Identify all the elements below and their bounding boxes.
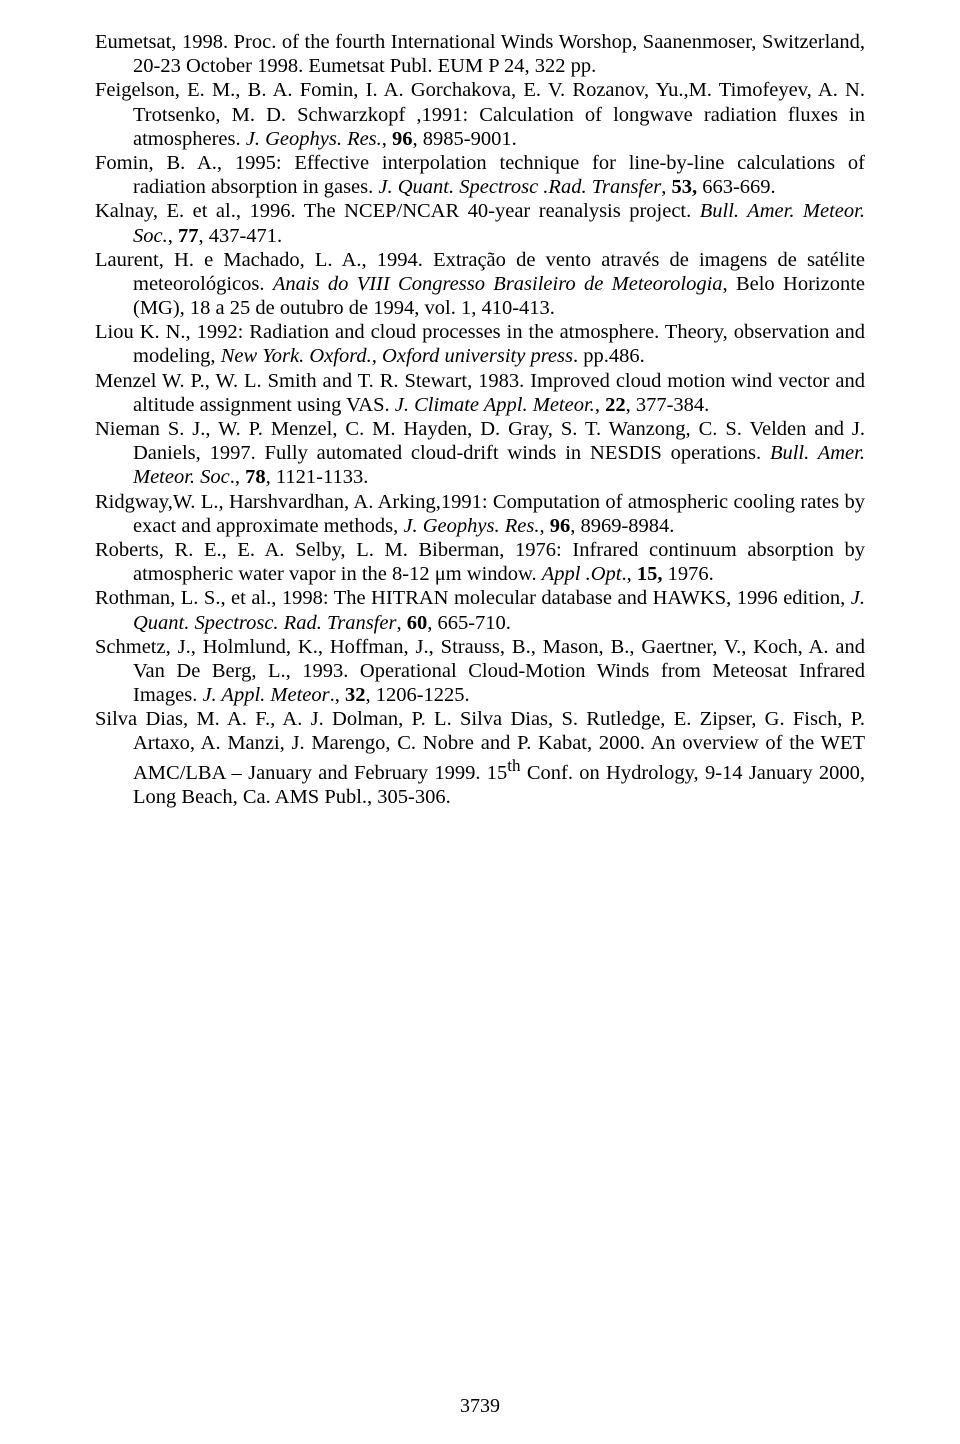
reference-entry: Laurent, H. e Machado, L. A., 1994. Extr… xyxy=(95,248,865,321)
reference-text: 77 xyxy=(178,225,199,247)
reference-text: J. Climate Appl. Meteor. xyxy=(395,394,595,416)
reference-entry: Roberts, R. E., E. A. Selby, L. M. Biber… xyxy=(95,538,865,586)
reference-entry: Liou K. N., 1992: Radiation and cloud pr… xyxy=(95,320,865,368)
reference-text: Anais do VIII Congresso Brasileiro de Me… xyxy=(273,273,723,295)
reference-entry: Silva Dias, M. A. F., A. J. Dolman, P. L… xyxy=(95,707,865,809)
reference-text: Appl .Opt xyxy=(542,563,622,585)
reference-entry: Schmetz, J., Holmlund, K., Hoffman, J., … xyxy=(95,635,865,708)
reference-text: th xyxy=(507,756,520,775)
reference-text: 15, xyxy=(637,563,663,585)
reference-entry: Rothman, L. S., et al., 1998: The HITRAN… xyxy=(95,586,865,634)
reference-entry: Kalnay, E. et al., 1996. The NCEP/NCAR 4… xyxy=(95,199,865,247)
reference-text: J. Quant. Spectrosc. Rad. Transfer xyxy=(133,587,865,633)
reference-text: 32 xyxy=(345,684,366,706)
reference-text: 96 xyxy=(392,128,413,150)
page-body: Eumetsat, 1998. Proc. of the fourth Inte… xyxy=(0,0,960,809)
reference-text: 22 xyxy=(605,394,626,416)
reference-entry: Fomin, B. A., 1995: Effective interpolat… xyxy=(95,151,865,199)
reference-text: Bull. Amer. Meteor. Soc. xyxy=(133,200,865,246)
reference-text: J. Quant. Spectrosc .Rad. Transfer xyxy=(378,176,661,198)
reference-text: New York. Oxford., Oxford university pre… xyxy=(221,345,573,367)
reference-text: Bull. Amer. Meteor. Soc xyxy=(133,442,865,488)
reference-entry: Feigelson, E. M., B. A. Fomin, I. A. Gor… xyxy=(95,78,865,151)
reference-entry: Ridgway,W. L., Harshvardhan, A. Arking,1… xyxy=(95,490,865,538)
reference-text: 78 xyxy=(245,466,266,488)
reference-text: J. Geophys. Res. xyxy=(403,515,539,537)
reference-entry: Eumetsat, 1998. Proc. of the fourth Inte… xyxy=(95,30,865,78)
reference-text: 53, xyxy=(671,176,697,198)
reference-entry: Menzel W. P., W. L. Smith and T. R. Stew… xyxy=(95,369,865,417)
reference-text: 60 xyxy=(407,612,428,634)
reference-text: J. Appl. Meteor xyxy=(202,684,329,706)
reference-text: 96 xyxy=(550,515,571,537)
reference-entry: Nieman S. J., W. P. Menzel, C. M. Hayden… xyxy=(95,417,865,490)
page-number: 3739 xyxy=(0,1395,960,1418)
reference-text: J. Geophys. Res. xyxy=(246,128,382,150)
